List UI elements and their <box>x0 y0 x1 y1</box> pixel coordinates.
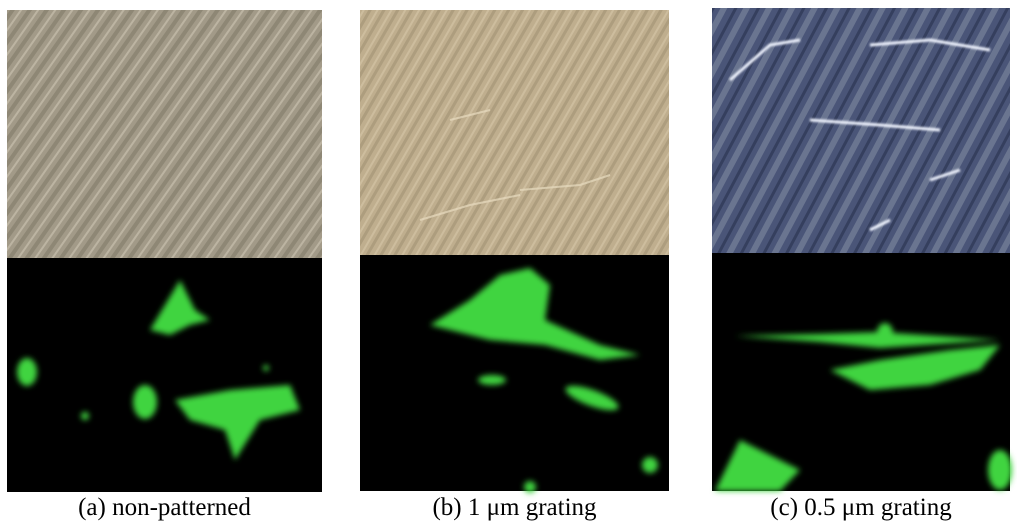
caption: (c) 0.5 μm grating <box>712 494 1010 522</box>
micrographs <box>0 0 1017 528</box>
caption: (a) non-patterned <box>7 494 322 522</box>
panel-c <box>712 8 1012 491</box>
figure: {"panels": [{"caption": "(a) non-pattern… <box>0 0 1017 528</box>
panel-a <box>7 10 322 492</box>
caption: (b) 1 μm grating <box>360 494 669 522</box>
panel-b <box>360 10 669 493</box>
